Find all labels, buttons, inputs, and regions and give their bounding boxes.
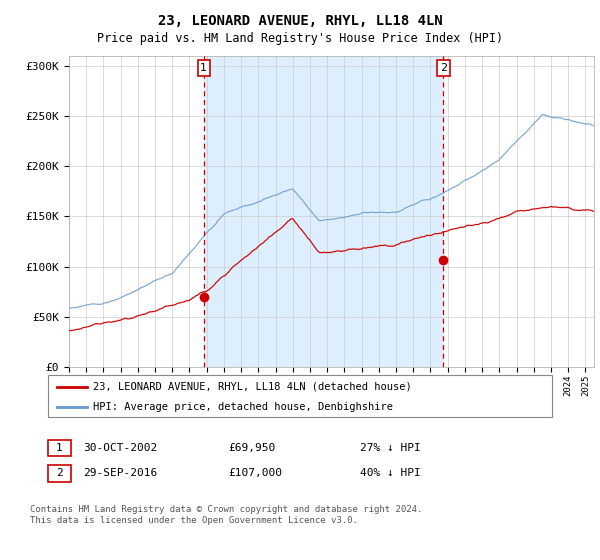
Text: 40% ↓ HPI: 40% ↓ HPI [360, 468, 421, 478]
Text: Price paid vs. HM Land Registry's House Price Index (HPI): Price paid vs. HM Land Registry's House … [97, 32, 503, 45]
Text: 29-SEP-2016: 29-SEP-2016 [83, 468, 157, 478]
Text: £107,000: £107,000 [228, 468, 282, 478]
Text: 1: 1 [200, 63, 207, 73]
Bar [204, 56, 443, 367]
Text: 2: 2 [56, 468, 63, 478]
Text: 30-OCT-2002: 30-OCT-2002 [83, 443, 157, 453]
Text: HPI: Average price, detached house, Denbighshire: HPI: Average price, detached house, Denb… [93, 402, 393, 412]
Text: 23, LEONARD AVENUE, RHYL, LL18 4LN: 23, LEONARD AVENUE, RHYL, LL18 4LN [158, 14, 442, 28]
Text: 1: 1 [56, 443, 63, 453]
Text: £69,950: £69,950 [228, 443, 275, 453]
Text: 23, LEONARD AVENUE, RHYL, LL18 4LN (detached house): 23, LEONARD AVENUE, RHYL, LL18 4LN (deta… [93, 382, 412, 392]
Text: 2: 2 [440, 63, 447, 73]
Text: 27% ↓ HPI: 27% ↓ HPI [360, 443, 421, 453]
Text: Contains HM Land Registry data © Crown copyright and database right 2024.
This d: Contains HM Land Registry data © Crown c… [30, 505, 422, 525]
